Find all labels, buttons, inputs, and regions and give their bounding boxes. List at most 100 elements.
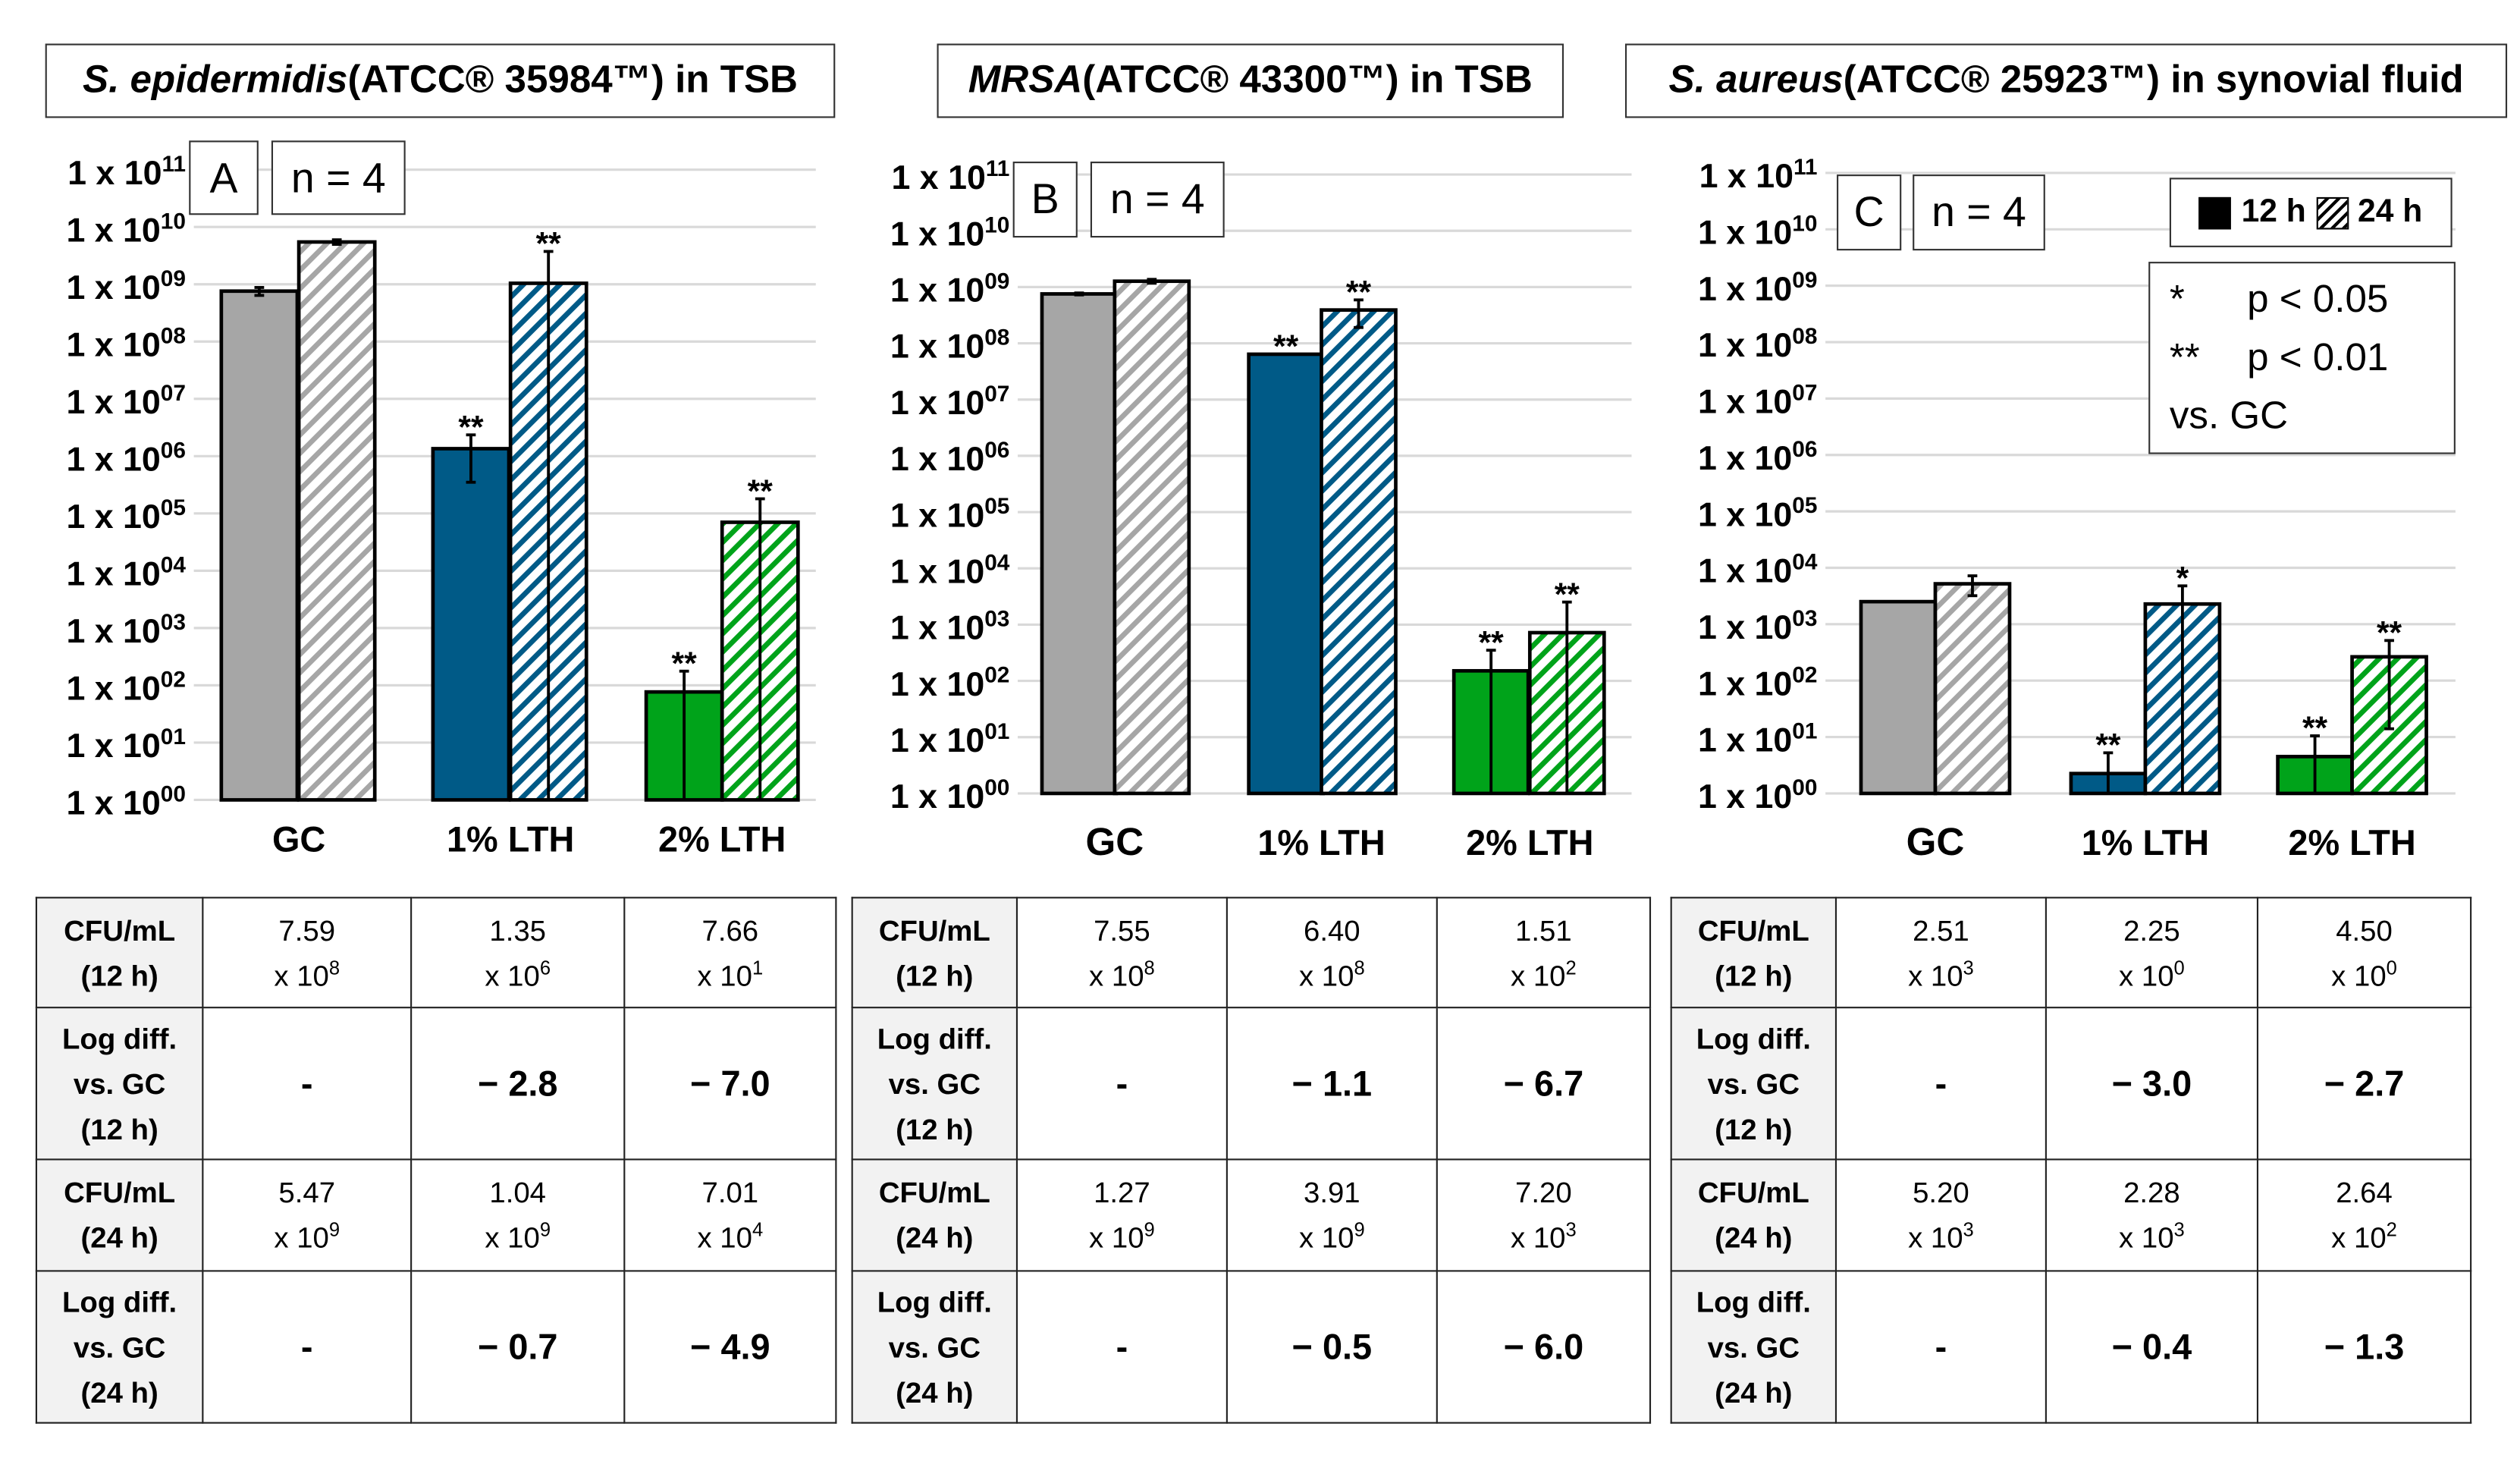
legend-24h-label: 24 h bbox=[2358, 193, 2423, 230]
cfu-exponent: 0 bbox=[2386, 956, 2397, 979]
cfu-cell: 1.51 x 102 bbox=[1436, 897, 1652, 1009]
y-tick-label: 1 x 1001 bbox=[66, 724, 186, 765]
row-header-line: (12 h) bbox=[896, 959, 974, 991]
table-row: CFU/mL (24 h) 5.20 x 103 2.28 x 103 2.64 x 102 bbox=[1670, 1158, 2472, 1272]
row-header-line: (24 h) bbox=[1715, 1375, 1793, 1409]
table-row: CFU/mL (12 h) 2.51 x 103 2.25 x 100 4.50 x 100 bbox=[1670, 897, 2472, 1009]
cfu-exponent: 3 bbox=[2173, 1218, 2185, 1241]
y-tick-base: 1 x 10 bbox=[66, 269, 160, 306]
pvalue-note: vs. GC bbox=[2170, 387, 2288, 445]
cfu-power: x 101 bbox=[625, 953, 835, 998]
log-difference-cell: − 1.1 bbox=[1225, 1007, 1438, 1161]
cfu-base: x 10 bbox=[1908, 1221, 1963, 1255]
cfu-cell: 3.91 x 109 bbox=[1225, 1158, 1438, 1272]
row-header: CFU/mL (12 h) bbox=[35, 897, 204, 1009]
y-tick-label: 1 x 1007 bbox=[890, 382, 1010, 422]
row-header-line: CFU/mL bbox=[878, 913, 990, 947]
cfu-power: x 109 bbox=[1228, 1215, 1436, 1261]
cfu-exponent: 0 bbox=[2173, 956, 2185, 979]
log-difference-cell: − 3.0 bbox=[2045, 1007, 2259, 1161]
cfu-mantissa: 2.28 bbox=[2123, 1176, 2180, 1209]
cfu-cell: 4.50 x 100 bbox=[2256, 897, 2472, 1009]
x-category-label: 2% LTH bbox=[2288, 823, 2415, 863]
row-header-line: Log diff. bbox=[1696, 1022, 1811, 1054]
pvalue-row: ** p < 0.01 bbox=[2170, 328, 2388, 387]
row-header-line: CFU/mL bbox=[64, 913, 176, 947]
significance-marker: ** bbox=[458, 410, 484, 446]
cfu-base: x 10 bbox=[2119, 1221, 2174, 1255]
row-header-line: (24 h) bbox=[896, 1375, 974, 1409]
y-tick-exponent: 11 bbox=[1793, 155, 1818, 180]
cfu-base: x 10 bbox=[1908, 959, 1963, 991]
cfu-power: x 100 bbox=[2047, 953, 2257, 998]
row-header-line: Log diff. bbox=[1696, 1285, 1811, 1318]
bar-A-gc-24h bbox=[297, 240, 377, 802]
cfu-base: x 10 bbox=[697, 959, 752, 991]
cfu-power: x 108 bbox=[203, 953, 410, 998]
results-table-C: CFU/mL (12 h) 2.51 x 103 2.25 x 100 4.50 x 100 L… bbox=[1670, 897, 2472, 1424]
cfu-cell: 5.20 x 103 bbox=[1834, 1158, 2047, 1272]
cfu-base: x 10 bbox=[1089, 959, 1144, 991]
y-tick-exponent: 04 bbox=[984, 550, 1010, 575]
y-tick-exponent: 04 bbox=[161, 552, 187, 577]
y-tick-label: 1 x 1005 bbox=[1698, 493, 1818, 533]
cfu-mantissa: 5.20 bbox=[1913, 1176, 1969, 1209]
row-header-line: Log diff. bbox=[62, 1022, 177, 1054]
y-tick-exponent: 11 bbox=[986, 156, 1010, 181]
row-header: Log diff. vs. GC (24 h) bbox=[35, 1270, 204, 1424]
row-header-line: (24 h) bbox=[896, 1221, 974, 1255]
y-tick-exponent: 11 bbox=[162, 152, 186, 177]
pvalue-text: p < 0.05 bbox=[2247, 277, 2389, 321]
row-header-line: vs. GC bbox=[73, 1067, 166, 1100]
y-tick-exponent: 02 bbox=[984, 663, 1009, 688]
y-tick-label: 1 x 1002 bbox=[66, 668, 186, 708]
cfu-exponent: 4 bbox=[752, 1218, 764, 1241]
cfu-cell: 7.59 x 108 bbox=[202, 897, 413, 1009]
cfu-mantissa: 7.55 bbox=[1094, 913, 1150, 947]
y-tick-label: 1 x 1011 bbox=[892, 156, 1010, 196]
cfu-base: x 10 bbox=[485, 959, 540, 991]
x-category-label: 1% LTH bbox=[2082, 823, 2209, 863]
y-tick-base: 1 x 10 bbox=[890, 666, 984, 703]
y-tick-label: 1 x 1002 bbox=[1698, 662, 1818, 702]
table-row: CFU/mL (12 h) 7.55 x 108 6.40 x 108 1.51 x 102 bbox=[851, 897, 1652, 1009]
row-header-line: (12 h) bbox=[1715, 959, 1793, 991]
y-tick-exponent: 04 bbox=[1792, 550, 1818, 575]
bar-A-gc-12h bbox=[219, 289, 300, 802]
y-tick-label: 1 x 1011 bbox=[1699, 155, 1818, 195]
cfu-exponent: 2 bbox=[1565, 956, 1577, 979]
pvalue-stars: * bbox=[2169, 277, 2185, 321]
y-tick-label: 1 x 1003 bbox=[890, 607, 1010, 647]
cfu-cell: 7.66 x 101 bbox=[623, 897, 837, 1009]
y-tick-base: 1 x 10 bbox=[66, 785, 160, 822]
y-tick-base: 1 x 10 bbox=[66, 498, 160, 536]
panel-title: S. aureus (ATCC® 25923™) in synovial flu… bbox=[1624, 43, 2508, 118]
significance-marker: ** bbox=[1479, 624, 1505, 661]
y-tick-label: 1 x 1010 bbox=[1698, 211, 1818, 251]
y-tick-exponent: 09 bbox=[161, 266, 186, 291]
y-tick-label: 1 x 1001 bbox=[1698, 719, 1818, 759]
y-tick-exponent: 00 bbox=[161, 782, 186, 807]
pvalue-text: vs. GC bbox=[2169, 393, 2289, 438]
cfu-cell: 2.25 x 100 bbox=[2045, 897, 2259, 1009]
y-tick-base: 1 x 10 bbox=[1698, 665, 1792, 702]
y-tick-label: 1 x 1009 bbox=[890, 269, 1010, 310]
log-difference-cell: − 0.7 bbox=[410, 1270, 626, 1424]
log-difference-cell: − 0.5 bbox=[1225, 1270, 1438, 1424]
cfu-exponent: 9 bbox=[328, 1218, 340, 1241]
table-row: Log diff. vs. GC (12 h) - − 3.0− 2.7 bbox=[1670, 1007, 2472, 1161]
y-tick-exponent: 05 bbox=[1792, 493, 1817, 518]
pvalue-text: p < 0.01 bbox=[2247, 335, 2389, 379]
organism-name: MRSA bbox=[968, 58, 1083, 102]
y-tick-exponent: 00 bbox=[1792, 775, 1817, 800]
y-tick-exponent: 08 bbox=[1792, 324, 1817, 349]
cfu-cell: 1.35 x 106 bbox=[410, 897, 626, 1009]
y-tick-base: 1 x 10 bbox=[890, 497, 984, 534]
y-tick-label: 1 x 1004 bbox=[66, 552, 186, 592]
y-tick-exponent: 09 bbox=[1792, 268, 1817, 293]
cfu-base: x 10 bbox=[485, 1221, 540, 1255]
y-tick-label: 1 x 1008 bbox=[1698, 324, 1818, 364]
panel-title: MRSA (ATCC® 43300™) in TSB bbox=[937, 43, 1564, 118]
y-tick-base: 1 x 10 bbox=[1698, 440, 1792, 477]
